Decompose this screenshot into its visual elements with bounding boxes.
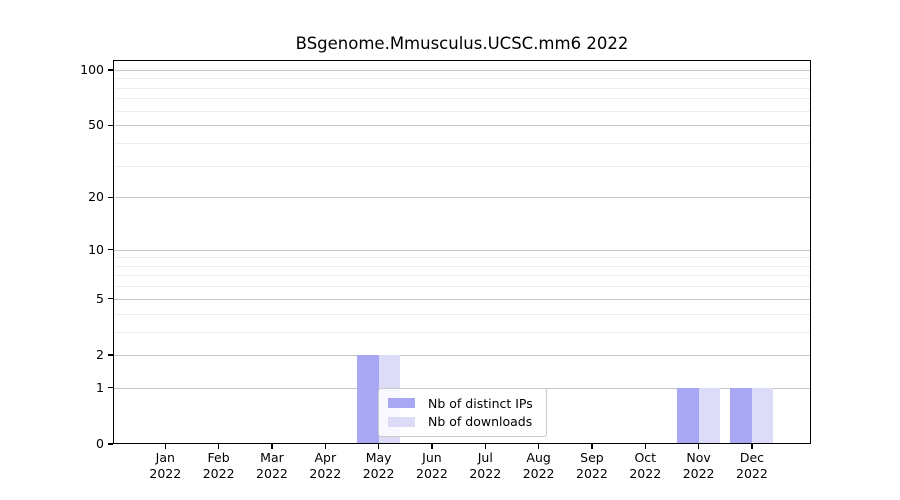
gridline-major bbox=[113, 125, 811, 127]
chart-title: BSgenome.Mmusculus.UCSC.mm6 2022 bbox=[295, 34, 629, 53]
legend-row-downloads: Nb of downloads bbox=[388, 414, 537, 429]
y-tick-mark bbox=[108, 387, 113, 389]
x-tick-month: Apr bbox=[314, 450, 337, 465]
x-tick-month: Jan bbox=[155, 450, 175, 465]
gridline-minor bbox=[113, 275, 811, 277]
legend: Nb of distinct IPs Nb of downloads bbox=[378, 388, 547, 437]
gridline-minor bbox=[113, 87, 811, 89]
gridline-minor bbox=[113, 110, 811, 112]
y-tick-mark bbox=[108, 196, 113, 198]
y-tick-label: 0 bbox=[96, 436, 104, 451]
y-tick-label: 50 bbox=[88, 117, 104, 133]
x-tick-year: 2022 bbox=[149, 466, 182, 481]
x-tick-month: Jun bbox=[422, 450, 442, 465]
x-tick-month: Aug bbox=[526, 450, 551, 465]
gridline-minor bbox=[113, 331, 811, 333]
x-tick-label: Oct 2022 bbox=[613, 450, 677, 482]
x-tick-year: 2022 bbox=[362, 466, 395, 481]
gridline-major bbox=[113, 197, 811, 199]
x-tick-label: Dec 2022 bbox=[720, 450, 784, 482]
bar-may-distinct-ips bbox=[357, 354, 379, 444]
x-tick-label: Sep 2022 bbox=[560, 450, 624, 482]
x-tick-mark bbox=[644, 444, 646, 449]
y-tick-label: 20 bbox=[88, 189, 104, 205]
x-tick-month: Mar bbox=[260, 450, 284, 465]
gridline-minor bbox=[113, 142, 811, 144]
gridline-minor bbox=[113, 286, 811, 288]
y-tick-mark bbox=[108, 298, 113, 300]
y-tick-mark bbox=[108, 354, 113, 356]
x-tick-mark bbox=[218, 444, 220, 449]
x-tick-month: Oct bbox=[634, 450, 657, 465]
legend-swatch-downloads-icon bbox=[388, 417, 415, 427]
x-tick-year: 2022 bbox=[576, 466, 608, 481]
x-tick-mark bbox=[324, 444, 326, 449]
gridline-minor bbox=[113, 313, 811, 315]
x-tick-label: Apr 2022 bbox=[293, 450, 357, 482]
x-tick-month: Dec bbox=[739, 450, 765, 465]
x-tick-label: Aug 2022 bbox=[507, 450, 571, 482]
x-tick-year: 2022 bbox=[629, 466, 662, 481]
gridline-major bbox=[113, 354, 811, 356]
x-tick-mark bbox=[751, 444, 753, 449]
x-tick-label: Nov 2022 bbox=[667, 450, 731, 482]
x-tick-month: May bbox=[365, 450, 392, 465]
legend-label-downloads: Nb of downloads bbox=[428, 414, 533, 430]
x-tick-year: 2022 bbox=[202, 466, 235, 481]
x-tick-mark bbox=[484, 444, 486, 449]
bar-dec-downloads bbox=[751, 387, 774, 444]
bar-nov-distinct-ips bbox=[677, 387, 699, 444]
x-tick-mark bbox=[698, 444, 700, 449]
y-tick-mark bbox=[108, 69, 113, 71]
legend-row-distinct-ips: Nb of distinct IPs bbox=[388, 396, 537, 411]
bar-nov-downloads bbox=[698, 387, 721, 444]
legend-label-distinct-ips: Nb of distinct IPs bbox=[428, 395, 533, 411]
x-tick-mark bbox=[378, 444, 380, 449]
x-tick-year: 2022 bbox=[256, 466, 288, 481]
x-tick-label: Mar 2022 bbox=[240, 450, 304, 482]
x-tick-month: Feb bbox=[207, 450, 230, 465]
gridline-minor bbox=[113, 165, 811, 167]
x-tick-label: Jul 2022 bbox=[453, 450, 517, 482]
x-tick-year: 2022 bbox=[736, 466, 768, 481]
y-tick-label: 10 bbox=[88, 241, 104, 257]
gridline-major bbox=[113, 249, 811, 251]
legend-swatch-distinct-ips-icon bbox=[388, 398, 415, 408]
gridline-minor bbox=[113, 257, 811, 259]
gridline-minor bbox=[113, 78, 811, 80]
gridline-minor bbox=[113, 98, 811, 100]
y-tick-mark bbox=[108, 248, 113, 251]
x-tick-label: Jun 2022 bbox=[400, 450, 464, 482]
x-tick-mark bbox=[538, 444, 540, 449]
x-tick-label: Feb 2022 bbox=[187, 450, 251, 482]
bar-dec-distinct-ips bbox=[730, 387, 752, 444]
y-tick-label: 100 bbox=[80, 61, 104, 77]
x-tick-year: 2022 bbox=[416, 466, 448, 481]
x-tick-mark bbox=[164, 444, 166, 449]
x-tick-year: 2022 bbox=[522, 466, 555, 481]
x-tick-month: Nov bbox=[686, 450, 711, 465]
y-tick-label: 5 bbox=[96, 290, 104, 306]
y-tick-label: 2 bbox=[96, 346, 104, 362]
x-tick-mark bbox=[271, 444, 273, 449]
gridline-minor bbox=[113, 265, 811, 267]
x-tick-month: Jul bbox=[477, 450, 493, 465]
x-tick-label: May 2022 bbox=[347, 450, 411, 482]
x-tick-year: 2022 bbox=[309, 466, 342, 481]
x-tick-year: 2022 bbox=[469, 466, 502, 481]
gridline-major bbox=[113, 298, 811, 300]
x-tick-mark bbox=[591, 444, 593, 449]
y-tick-label: 1 bbox=[96, 379, 104, 395]
x-tick-year: 2022 bbox=[682, 466, 715, 481]
y-tick-mark bbox=[108, 443, 113, 445]
gridline-major bbox=[113, 69, 811, 71]
x-tick-label: Jan 2022 bbox=[133, 450, 197, 482]
x-tick-mark bbox=[431, 444, 433, 449]
plot-area bbox=[113, 60, 811, 444]
y-tick-mark bbox=[108, 124, 113, 126]
x-tick-month: Sep bbox=[580, 450, 604, 465]
